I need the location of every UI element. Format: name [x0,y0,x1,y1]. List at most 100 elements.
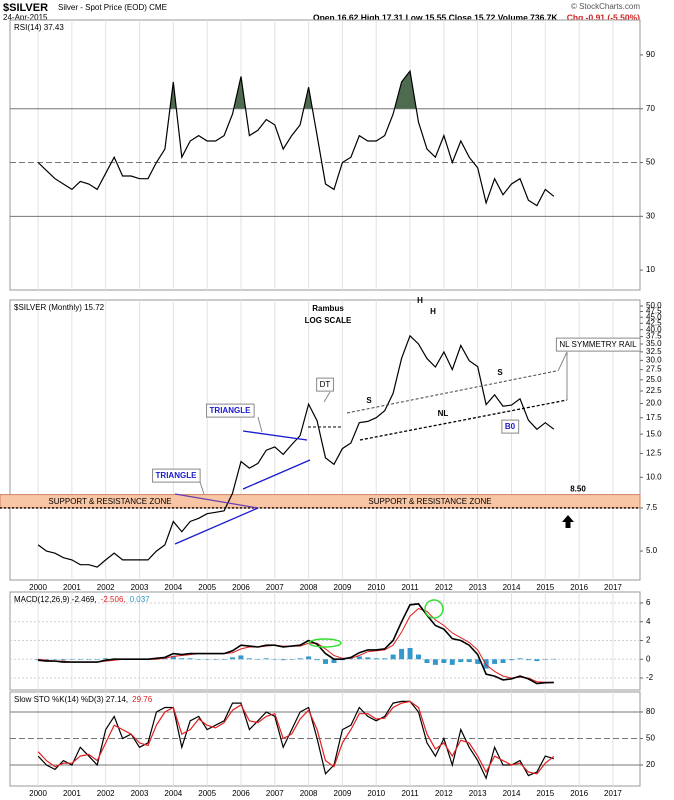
y-tick-label: 30.0 [646,355,662,364]
x-tick-label: 2003 [131,789,149,798]
panel-legend: -2.506, [101,595,126,604]
highlight [308,638,342,648]
y-tick-label: 90 [646,50,655,59]
y-tick-label: 20 [646,760,655,769]
y-tick-label: 37.5 [646,332,662,341]
histogram-bar [517,658,523,660]
histogram-bar [238,655,244,660]
histogram-bar [323,659,329,664]
annotation-box [152,468,201,483]
highlight [424,599,444,619]
histogram-bar [542,659,548,660]
x-tick-label: 2012 [435,789,453,798]
x-tick-label: 2010 [367,583,385,592]
y-tick-label: 17.5 [646,413,662,422]
histogram-bar [52,659,58,660]
annotation: H [430,307,436,316]
annotation: SUPPORT & RESISTANCE ZONE [48,497,171,506]
y-tick-label: 10 [646,265,655,274]
y-tick-label: 50 [646,734,655,743]
histogram-bar [331,659,337,663]
histogram-bar [500,659,506,663]
histogram-bar [390,654,396,660]
trendline [174,493,259,509]
histogram-bar [466,659,472,663]
histogram-bar [103,658,109,660]
price-line [37,334,555,568]
symbol: $SILVER [3,2,48,14]
y-tick-label: 2 [646,636,651,645]
annotation: B0 [505,422,516,431]
drawings [174,351,574,648]
x-tick-label: 2016 [570,789,588,798]
y-tick-label: 20.0 [646,399,662,408]
histogram-bar [77,659,83,660]
y-tick-label: 0 [646,654,651,663]
y-tick-label: 7.5 [646,503,658,512]
x-tick-label: 2011 [401,789,419,798]
histogram-bar [272,659,278,660]
panel-frame [9,591,641,691]
histogram-bar [289,659,295,660]
y-tick-label: 25.0 [646,375,662,384]
histogram-bar [230,657,236,660]
y-tick-label: 32.5 [646,347,662,356]
annotation: SUPPORT & RESISTANCE ZONE [368,497,491,506]
x-tick-label: 2009 [334,583,352,592]
panel-legend: $SILVER (Monthly) 15.72 [14,303,105,312]
histogram-bar [280,659,286,661]
y-tick-label: 27.5 [646,365,662,374]
panel-legend: 0.037 [130,595,151,604]
panel-legend: MACD(12,26,9) -2.469, [14,595,97,604]
histogram-bar [492,659,498,664]
histogram-bar [508,659,514,661]
histogram-bar [382,658,388,660]
annotation: Rambus [312,304,344,313]
histogram-bar [407,647,413,660]
panel-frame [9,19,641,291]
histogram-bar [221,659,227,660]
histogram-bar [449,659,455,665]
x-tick-label: 2015 [536,583,554,592]
annotation: TRIANGLE [210,406,252,415]
histogram-bar [356,656,362,660]
histogram-bar [213,659,219,660]
histogram-bar [204,659,210,660]
x-tick-label: 2017 [604,789,622,798]
histogram-bar [255,659,261,660]
histogram-bar [458,659,464,663]
y-tick-label: 80 [646,707,655,716]
histogram-bar [314,659,320,661]
x-tick-label: 2002 [97,583,115,592]
x-tick-label: 2009 [334,789,352,798]
x-tick-label: 2001 [63,583,81,592]
x-tick-label: 2006 [232,583,250,592]
x-tick-label: 2006 [232,789,250,798]
histogram-bar [424,659,430,663]
y-tick-label: 30 [646,211,655,220]
annotation: LOG SCALE [305,316,352,325]
y-tick-label: 50.0 [646,301,662,310]
annotation-box [501,419,520,434]
y-tick-label: 45.0 [646,312,662,321]
x-tick-label: 2005 [198,583,216,592]
histogram-bar [525,659,531,661]
x-tick-label: 2001 [63,789,81,798]
y-tick-label: 15.0 [646,429,662,438]
callout [199,481,205,495]
macd-line [38,603,554,685]
x-tick-label: 2016 [570,583,588,592]
y-tick-label: 50 [646,158,655,167]
annotation: H [417,296,423,305]
trendline [242,430,308,441]
x-tick-label: 2012 [435,583,453,592]
y-tick-label: 4 [646,617,651,626]
series-line [37,700,555,775]
histogram-bar [432,659,438,665]
copyright: © StockCharts.com [571,2,640,11]
x-tick-label: 2003 [131,583,149,592]
annotation: DT [320,380,331,389]
panel-frame [9,299,641,581]
x-tick-label: 2013 [469,583,487,592]
